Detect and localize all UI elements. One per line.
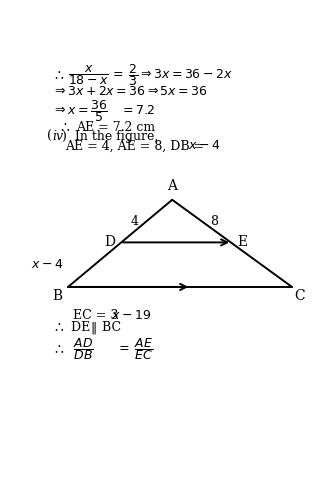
Text: BC: BC xyxy=(98,321,121,334)
Text: $\therefore$: $\therefore$ xyxy=(52,68,65,81)
Text: 8: 8 xyxy=(210,215,218,227)
Text: $\therefore$: $\therefore$ xyxy=(52,320,65,334)
Text: DE: DE xyxy=(71,321,94,334)
Text: (: ( xyxy=(47,130,52,143)
Text: AE = 4, AE = 8, DB =: AE = 4, AE = 8, DB = xyxy=(66,139,209,152)
Text: E: E xyxy=(237,235,247,249)
Text: $\therefore$: $\therefore$ xyxy=(52,342,65,356)
Text: $\therefore$: $\therefore$ xyxy=(58,120,70,134)
Text: $=\;\dfrac{2}{3}$: $=\;\dfrac{2}{3}$ xyxy=(110,62,138,88)
Text: B: B xyxy=(53,289,63,303)
Text: $x - 4$: $x - 4$ xyxy=(188,139,220,152)
Text: D: D xyxy=(104,235,115,249)
Text: A: A xyxy=(167,179,177,193)
Text: $\dfrac{x}{18-x}$: $\dfrac{x}{18-x}$ xyxy=(68,63,109,87)
Text: 4: 4 xyxy=(130,215,138,227)
Text: EC = 3: EC = 3 xyxy=(73,309,119,322)
Text: iv: iv xyxy=(52,130,64,143)
Text: $=\;\dfrac{AE}{EC}$: $=\;\dfrac{AE}{EC}$ xyxy=(116,336,154,362)
Text: AE = 7.2 cm: AE = 7.2 cm xyxy=(76,121,155,134)
Text: $x - 19$: $x - 19$ xyxy=(111,309,151,322)
Text: $\dfrac{AD}{DB}$: $\dfrac{AD}{DB}$ xyxy=(73,336,94,362)
Text: $\Rightarrow 3x = 36-2x$: $\Rightarrow 3x = 36-2x$ xyxy=(138,68,233,81)
Text: $\|$: $\|$ xyxy=(90,319,97,336)
Text: C: C xyxy=(295,289,305,303)
Text: $\Rightarrow x = \dfrac{36}{5}$: $\Rightarrow x = \dfrac{36}{5}$ xyxy=(52,98,109,124)
Text: )  In the figure,: ) In the figure, xyxy=(61,130,158,143)
Text: $x-4$: $x-4$ xyxy=(31,258,63,271)
Text: $\Rightarrow 3x + 2x = 36 \Rightarrow 5x = 36$: $\Rightarrow 3x + 2x = 36 \Rightarrow 5x… xyxy=(52,85,208,98)
Text: $= 7.2$: $= 7.2$ xyxy=(120,104,155,117)
